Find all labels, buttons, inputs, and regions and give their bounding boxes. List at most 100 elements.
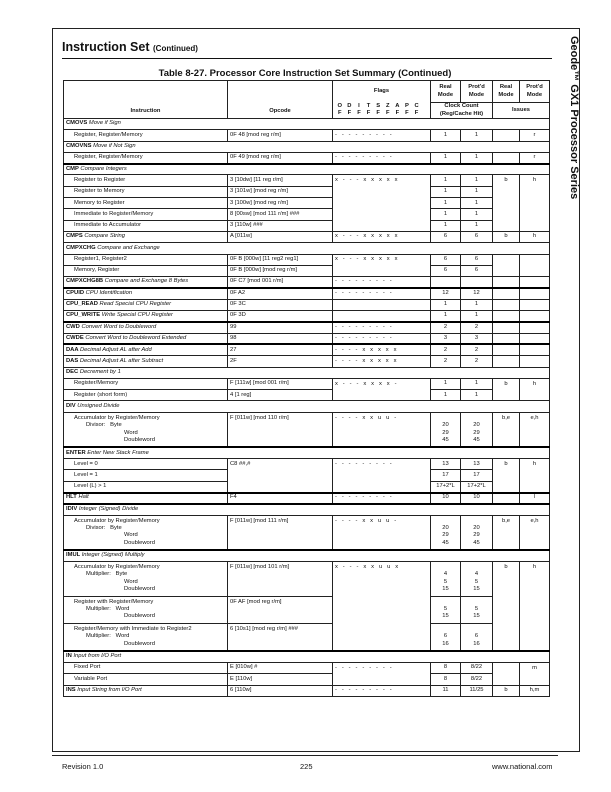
opcode-cell: E [110w]	[227, 673, 333, 686]
opcode: 0F 3D	[230, 312, 246, 319]
flags-cell: - - - - - - - - -	[332, 332, 431, 345]
instruction-line: Immediate to Register/Memory	[74, 210, 154, 217]
flags-cell	[332, 265, 431, 278]
clock-value: 15	[442, 613, 449, 620]
table-row: Fixed Port E [010w] # - - - - - - - - - 8 8/…	[63, 661, 550, 675]
header-issues-real-mode: Real Mode	[492, 80, 520, 103]
issues-real-mode	[492, 389, 520, 402]
protd-mode-clock: 6	[460, 230, 493, 244]
issues-real-mode	[492, 355, 520, 368]
opcode-cell: C8 ##,#	[227, 458, 333, 470]
table-row: CMPXCHG8B Compare and Exchange 8 Bytes 0F…	[63, 276, 550, 289]
opcode: 0F 3C	[230, 301, 246, 308]
real-mode-clock: 6	[430, 253, 461, 266]
issues-protd-mode	[519, 355, 550, 368]
instruction-line: Accumulator by Register/Memory	[74, 517, 160, 524]
issues-real-mode: b	[492, 458, 520, 470]
flags-cell	[332, 298, 431, 312]
instruction-cell: DAS Decimal Adjust AL after Subtract	[63, 355, 228, 368]
clock-value: 1	[474, 210, 479, 217]
issues-protd-mode: r	[519, 129, 550, 142]
issues-real-mode	[492, 673, 520, 686]
mnemonic-description: Convert Word to Doubleword	[81, 324, 157, 331]
instruction-line: Multiplier: Byte	[86, 571, 128, 578]
protd-mode-clock: 2	[460, 355, 493, 368]
clock-value: 2	[474, 357, 479, 364]
protd-mode-clock: 1	[460, 377, 493, 391]
issues-protd-mode	[519, 286, 550, 300]
footer-website[interactable]: www.national.com	[492, 762, 553, 771]
instruction-line: Word	[124, 429, 138, 436]
flags-cell: - - - - - - - - -	[332, 458, 431, 470]
instruction-cell: Level (L) > 1	[63, 480, 228, 494]
instruction-line: Register to Memory	[74, 188, 125, 195]
clock-value: 5	[443, 606, 448, 613]
mnemonic: CMPXCHG	[66, 244, 96, 251]
mnemonic: CPUID	[66, 290, 85, 297]
instruction-cell: Accumulator by Register/Memory Divisor: B…	[63, 514, 228, 551]
flags-cell	[332, 596, 431, 624]
real-mode-clock: 8	[430, 661, 461, 675]
issues-real-mode	[492, 286, 520, 300]
instruction-line: Register/Memory	[74, 380, 119, 387]
flags-cell: - - - - - - - - -	[332, 661, 431, 674]
opcode: 3 [110w] ###	[230, 222, 263, 229]
real-mode-clock: 17	[430, 469, 461, 482]
clock-value: 6	[443, 633, 448, 640]
clock-value: 20	[473, 525, 480, 532]
flags-cell	[332, 673, 431, 686]
mnemonic: IMUL	[66, 552, 81, 559]
instruction-cell: Register with Register/Memory Multiplier:…	[63, 595, 228, 624]
issues-real-mode	[492, 197, 520, 209]
instruction-cell: Accumulator by Register/Memory Divisor: B…	[63, 411, 228, 448]
opcode-cell: F [011w] [mod 111 r/m]	[227, 514, 333, 551]
clock-value: 1	[474, 154, 479, 161]
issues-protd-mode: h	[519, 174, 550, 187]
flags-values: x - - - x x x x x	[335, 177, 398, 184]
flags-cell: - - - - - - - - -	[332, 320, 431, 334]
opcode: 0F A2	[230, 290, 246, 297]
instruction-cell: Memory to Register	[63, 197, 228, 210]
real-mode-clock: 11	[430, 684, 461, 697]
real-mode-clock: 5 15	[430, 595, 461, 624]
protd-mode-clock: 1	[460, 219, 493, 232]
issues-real-mode	[492, 332, 520, 345]
issues-protd-mode: h,m	[519, 684, 550, 697]
opcode: E [010w] #	[230, 664, 258, 671]
mnemonic-description: Decrement by 1	[79, 368, 121, 375]
flags-values: x - - - x x x x x	[335, 256, 398, 263]
clock-value: 6	[474, 633, 479, 640]
issues-real-mode	[492, 310, 520, 323]
instruction-line: Immediate to Accumulator	[74, 222, 142, 229]
issues-real-mode	[492, 276, 520, 289]
opcode-cell	[227, 481, 333, 494]
clock-value: 15	[473, 586, 480, 593]
opcode: F4	[230, 494, 237, 501]
instruction-cell: CPUID CPU Identification	[63, 286, 228, 300]
protd-mode-clock: 20 29 45	[460, 514, 493, 551]
issue-code: b	[504, 380, 508, 387]
clock-value: 1	[474, 391, 479, 398]
flags-cell: - - - - - - - - -	[332, 151, 431, 165]
footer-revision: Revision 1.0	[62, 762, 104, 771]
clock-value: 29	[442, 429, 449, 436]
issue-code: b	[504, 564, 508, 571]
real-mode-clock: 6	[430, 230, 461, 244]
real-mode-clock: 1	[430, 389, 461, 402]
flags-values: - - - - - - - - -	[335, 154, 392, 161]
mnemonic-description: Convert Word to Doubleword Extended	[85, 334, 187, 341]
opcode-cell: 3 [100w] [mod reg r/m]	[227, 197, 333, 210]
protd-mode-clock: 13	[460, 458, 493, 471]
opcode-cell: A [011w]	[227, 230, 333, 244]
real-mode-clock: 1	[430, 377, 461, 391]
table-row: CWDE Convert Word to Doubleword Extended…	[63, 332, 550, 345]
flag-letter: Z	[385, 103, 390, 110]
flags-values: - - - - x x u u -	[335, 414, 397, 421]
mnemonic-description: Compare String	[84, 233, 125, 240]
table-row: Accumulator by Register/Memory Multiplier…	[63, 561, 550, 597]
opcode-cell: 4 [1 reg]	[227, 389, 333, 402]
clock-value: 5	[474, 606, 479, 613]
table-row: Variable Port E [110w] 8 8/22	[63, 673, 550, 686]
